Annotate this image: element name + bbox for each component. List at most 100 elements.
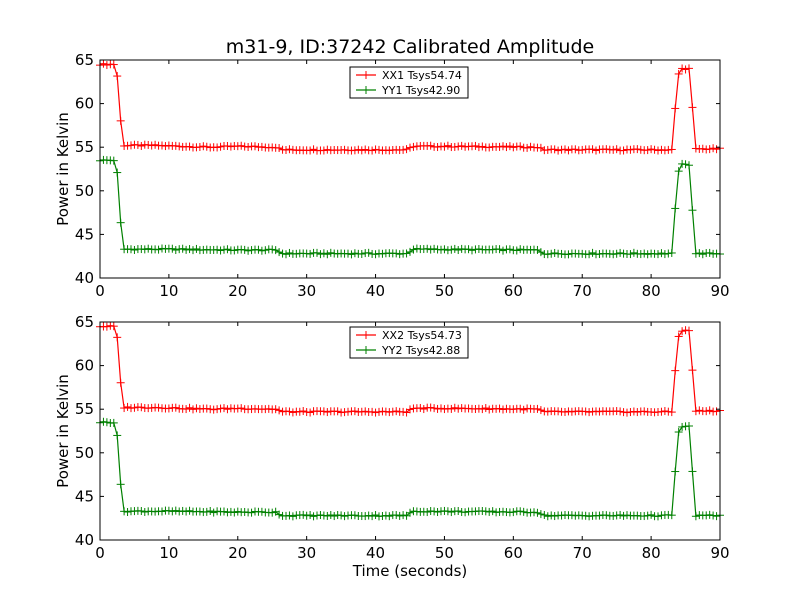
data-point-marker: [691, 407, 700, 416]
data-point-marker: [192, 404, 201, 413]
data-point-marker: [144, 244, 153, 253]
data-point-marker: [295, 407, 304, 416]
data-point-marker: [495, 404, 504, 413]
data-point-marker: [226, 507, 235, 516]
data-point-marker: [102, 418, 111, 427]
data-point-marker: [306, 408, 315, 417]
data-point-marker: [423, 508, 432, 517]
data-point-marker: [457, 141, 466, 150]
data-point-marker: [602, 511, 611, 520]
series-markers: [96, 417, 724, 521]
data-point-marker: [316, 511, 325, 520]
data-point-marker: [223, 405, 232, 414]
data-point-marker: [392, 249, 401, 258]
plot-frame: [99, 321, 721, 541]
data-point-marker: [550, 248, 559, 257]
data-point-marker: [592, 146, 600, 155]
data-point-marker: [543, 407, 552, 416]
data-point-marker: [216, 246, 225, 255]
data-point-marker: [540, 510, 549, 519]
data-point-marker: [416, 403, 425, 412]
data-point-marker: [426, 403, 435, 412]
data-point-marker: [340, 512, 349, 521]
data-point-marker: [681, 65, 690, 74]
data-point-marker: [182, 405, 191, 414]
data-point-marker: [116, 480, 125, 489]
data-point-marker: [705, 145, 714, 154]
legend-item: YY1 Tsys42.90: [356, 84, 460, 97]
data-point-marker: [278, 249, 287, 258]
data-point-marker: [474, 143, 483, 152]
data-point-marker: [671, 204, 680, 213]
figure-title: m31-9, ID:37242 Calibrated Amplitude: [226, 36, 594, 58]
data-point-marker: [288, 512, 297, 521]
data-point-marker: [158, 507, 166, 516]
data-point-marker: [437, 404, 445, 413]
data-point-marker: [654, 512, 662, 521]
data-point-marker: [474, 244, 483, 253]
data-point-marker: [695, 249, 704, 258]
data-point-marker: [685, 64, 693, 73]
data-point-marker: [454, 246, 463, 255]
data-point-marker: [185, 506, 194, 515]
data-point-marker: [681, 160, 690, 169]
data-point-marker: [430, 404, 439, 413]
data-point-marker: [712, 512, 721, 521]
y-tick-label: 65: [75, 51, 94, 69]
data-point-marker: [319, 407, 328, 416]
data-point-marker: [192, 244, 201, 253]
legend-box: [349, 326, 469, 359]
data-point-marker: [323, 145, 332, 154]
data-point-marker: [660, 250, 669, 259]
data-point-marker: [674, 69, 683, 78]
data-point-marker: [140, 507, 149, 516]
data-point-marker: [547, 249, 556, 258]
data-point-marker: [705, 510, 714, 519]
data-point-marker: [626, 145, 635, 154]
data-point-marker: [419, 405, 428, 414]
data-point-marker: [619, 511, 628, 520]
data-point-marker: [578, 145, 587, 154]
data-point-marker: [564, 250, 573, 259]
data-point-marker: [619, 146, 628, 155]
data-point-marker: [261, 246, 270, 255]
data-point-marker: [364, 511, 373, 520]
data-point-marker: [319, 146, 328, 155]
data-point-marker: [547, 511, 556, 520]
data-point-marker: [499, 405, 507, 414]
x-tick-label: 70: [573, 544, 592, 562]
data-point-marker: [120, 507, 129, 516]
data-point-marker: [640, 249, 649, 258]
data-point-marker: [643, 511, 652, 520]
data-point-marker: [254, 245, 263, 254]
data-point-marker: [195, 142, 204, 151]
data-point-marker: [364, 248, 373, 257]
data-point-marker: [223, 141, 232, 150]
data-point-marker: [399, 407, 408, 416]
data-point-marker: [202, 507, 211, 516]
data-point-marker: [536, 248, 545, 257]
data-point-marker: [340, 145, 349, 154]
data-point-marker: [285, 145, 294, 154]
data-point-marker: [313, 248, 321, 257]
data-point-marker: [154, 245, 163, 254]
data-point-marker: [240, 245, 249, 254]
data-point-marker: [657, 145, 666, 154]
data-point-marker: [109, 156, 118, 165]
data-point-marker: [326, 248, 335, 257]
data-point-marker: [499, 246, 507, 255]
data-point-marker: [526, 142, 535, 151]
data-point-marker: [202, 142, 211, 151]
data-point-marker: [109, 322, 118, 331]
data-point-marker: [657, 249, 666, 258]
data-point-marker: [164, 506, 173, 515]
data-point-marker: [202, 404, 211, 413]
data-point-marker: [654, 146, 662, 155]
data-point-marker: [285, 407, 294, 416]
data-point-marker: [392, 407, 401, 416]
data-point-marker: [629, 248, 638, 257]
data-point-marker: [554, 146, 563, 155]
data-point-marker: [171, 246, 180, 255]
data-point-marker: [375, 145, 383, 154]
